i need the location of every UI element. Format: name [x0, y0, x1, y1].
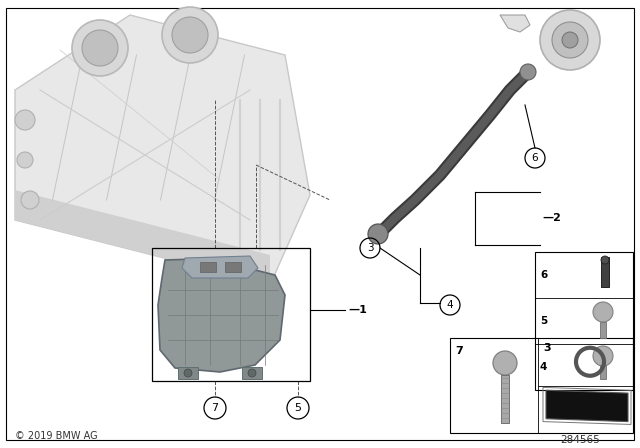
Bar: [152, 248, 310, 381]
Circle shape: [172, 17, 208, 53]
Bar: [225, 262, 241, 272]
Circle shape: [82, 30, 118, 66]
Bar: [600, 365, 606, 379]
Circle shape: [540, 10, 600, 70]
Text: 7: 7: [455, 346, 463, 356]
Circle shape: [601, 256, 609, 264]
Bar: [600, 322, 606, 338]
Circle shape: [72, 20, 128, 76]
Circle shape: [593, 302, 613, 322]
Text: 7: 7: [211, 403, 219, 413]
Text: 3: 3: [543, 343, 550, 353]
Polygon shape: [500, 15, 530, 32]
Circle shape: [562, 32, 578, 48]
Circle shape: [593, 346, 613, 366]
Polygon shape: [182, 256, 258, 278]
Bar: [178, 367, 198, 379]
Circle shape: [15, 110, 35, 130]
Text: 3: 3: [367, 243, 373, 253]
Bar: [501, 375, 509, 423]
Bar: [535, 252, 633, 390]
Text: 284565: 284565: [560, 435, 600, 445]
Circle shape: [21, 191, 39, 209]
Bar: [242, 367, 262, 379]
Text: 6: 6: [540, 270, 547, 280]
Text: —1: —1: [348, 305, 367, 315]
Bar: [450, 338, 633, 433]
Text: 5: 5: [294, 403, 301, 413]
Circle shape: [248, 369, 256, 377]
Circle shape: [162, 7, 218, 63]
Circle shape: [520, 64, 536, 80]
Circle shape: [184, 369, 192, 377]
Circle shape: [17, 152, 33, 168]
Bar: [601, 257, 609, 287]
Circle shape: [493, 351, 517, 375]
Text: 6: 6: [532, 153, 538, 163]
Text: 4: 4: [447, 300, 453, 310]
Text: 5: 5: [540, 316, 547, 326]
Text: © 2019 BMW AG: © 2019 BMW AG: [15, 431, 98, 441]
Polygon shape: [158, 258, 285, 372]
Bar: [200, 262, 216, 272]
Polygon shape: [15, 15, 310, 285]
Text: —2: —2: [542, 213, 561, 223]
Polygon shape: [546, 390, 628, 422]
Circle shape: [368, 224, 388, 244]
Text: 4: 4: [540, 362, 547, 372]
Polygon shape: [15, 190, 270, 285]
Circle shape: [552, 22, 588, 58]
